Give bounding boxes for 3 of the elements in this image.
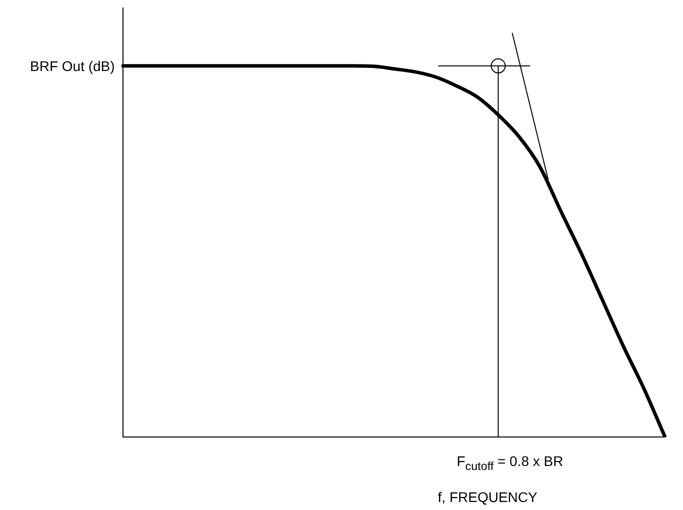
text: F$_{cutoff}$ = 0.8 x BR — [456, 453, 564, 473]
y-axis-title: BRF Out (dB) — [30, 58, 115, 74]
x-axis-title: f, FREQUENCY — [438, 489, 538, 505]
